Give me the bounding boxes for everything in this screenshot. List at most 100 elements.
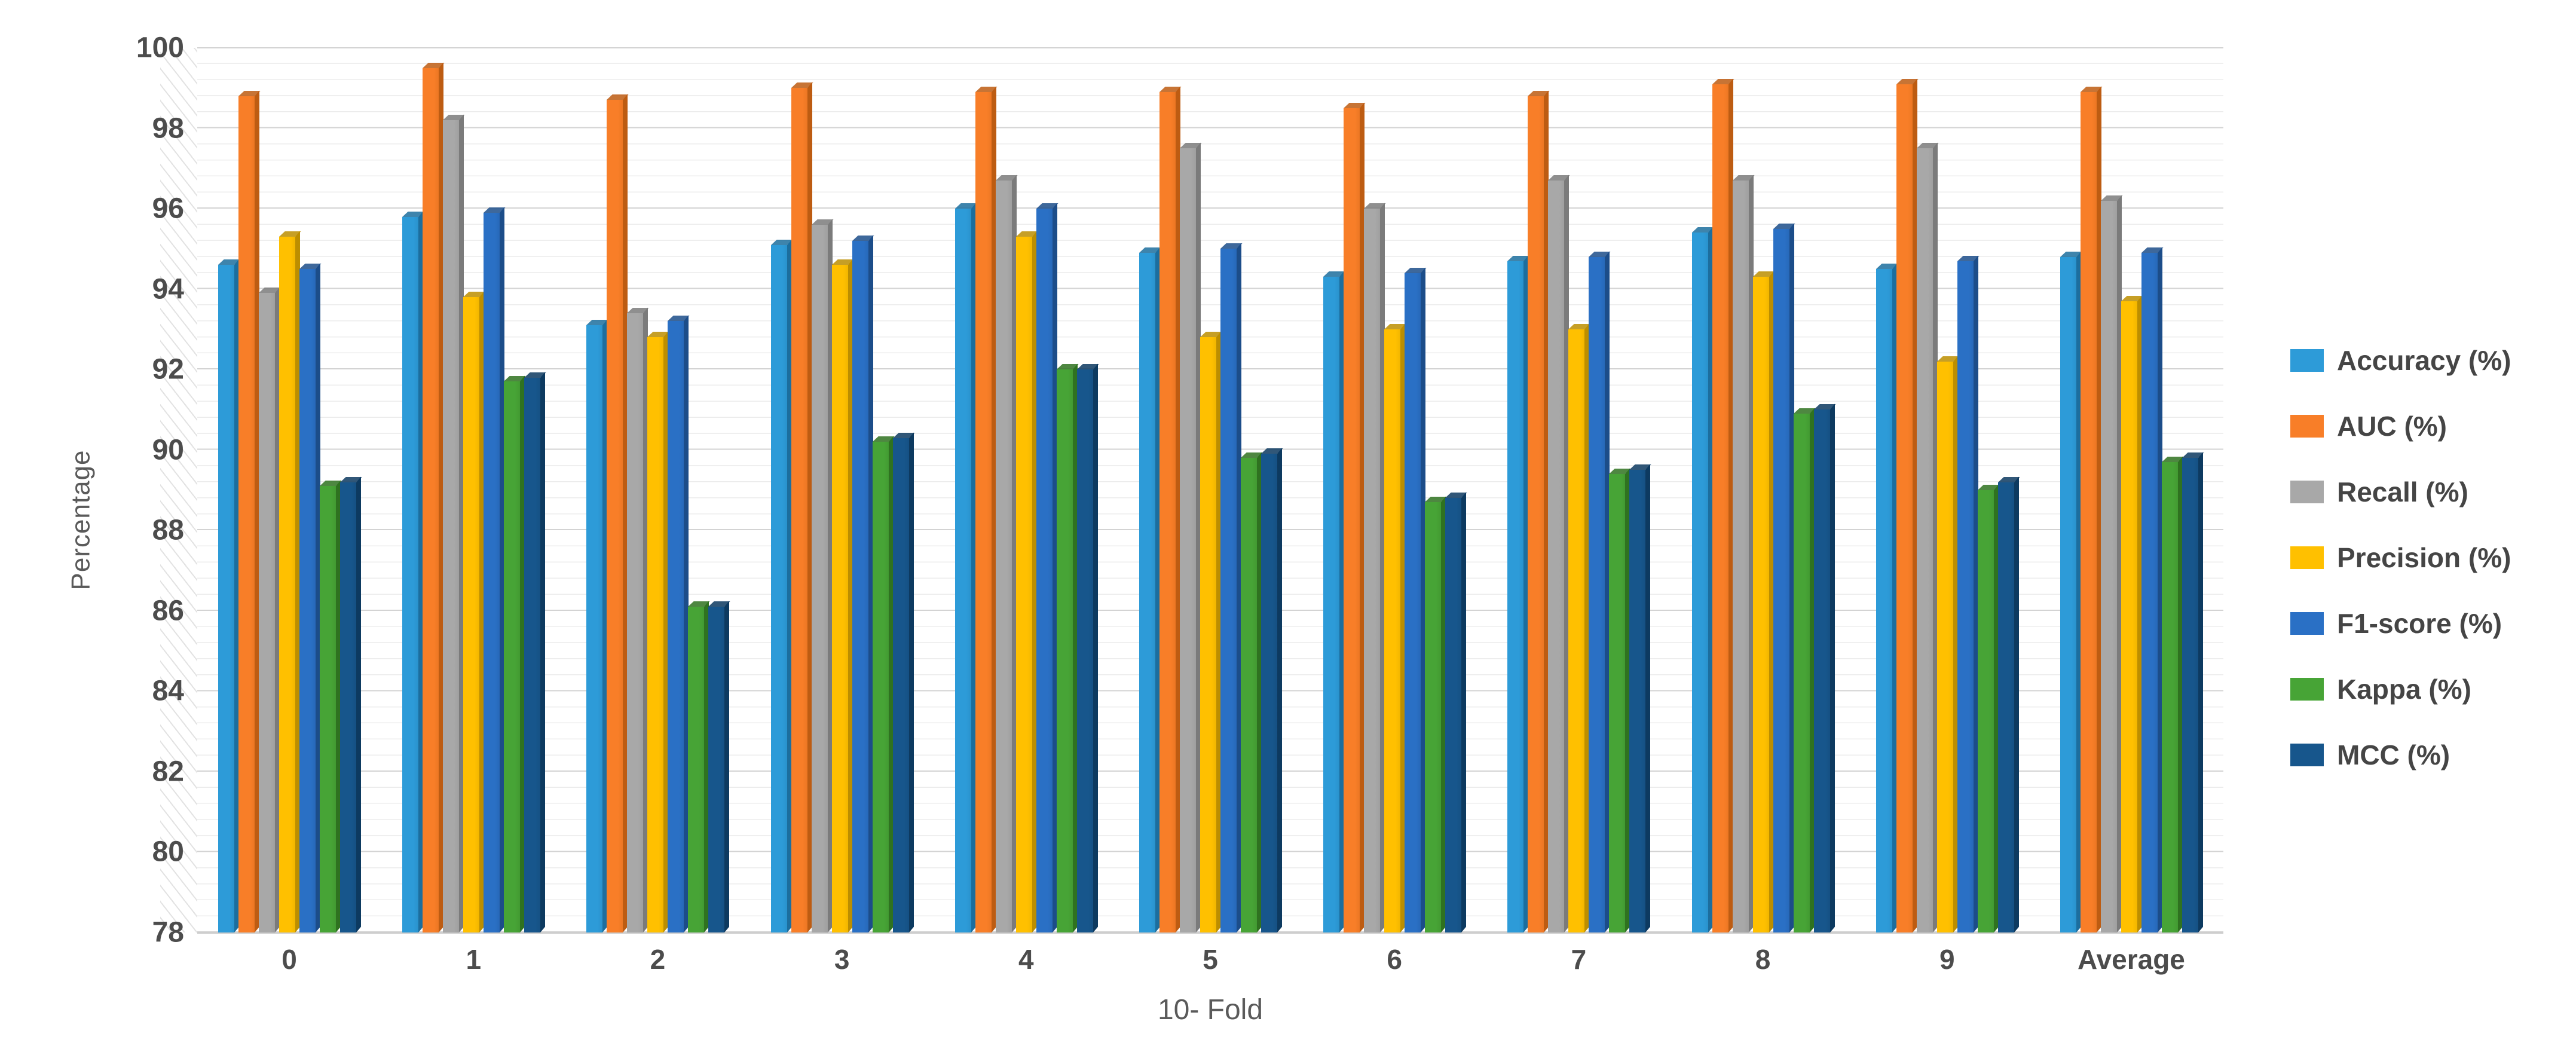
legend-label: F1-score (%) [2337, 608, 2502, 639]
legend-item: Kappa (%) [2290, 656, 2511, 722]
bar [463, 291, 485, 933]
legend-label: AUC (%) [2337, 411, 2447, 442]
legend-label: MCC (%) [2337, 739, 2450, 770]
bar [1793, 408, 1816, 932]
bar [1589, 251, 1611, 933]
bar [238, 90, 261, 933]
bar [259, 287, 281, 933]
bar [1997, 476, 2020, 932]
bar [1528, 90, 1550, 933]
bar [2161, 456, 2184, 932]
bar [1405, 267, 1427, 933]
bar [279, 231, 301, 933]
bar [1425, 496, 1447, 932]
bar [1629, 464, 1652, 932]
bar-group-5 [1118, 48, 1302, 933]
bar-group-8 [1671, 48, 1855, 933]
legend-item: Precision (%) [2290, 525, 2511, 591]
legend-item: F1-score (%) [2290, 591, 2511, 656]
bar [484, 207, 506, 933]
legend-item: MCC (%) [2290, 722, 2511, 788]
bar [402, 211, 424, 933]
bar-group-9 [1855, 48, 2039, 933]
bar [2100, 195, 2123, 933]
x-axis-baseline [197, 932, 2223, 934]
bar-groups [197, 48, 2223, 933]
y-tick-label: 78 [152, 916, 184, 949]
legend-swatch-icon [2290, 415, 2324, 438]
bar [770, 239, 793, 933]
legend-swatch-icon [2290, 744, 2324, 766]
bar [2141, 247, 2164, 933]
bar [1896, 78, 1919, 933]
x-tick-label: 3 [834, 944, 850, 975]
y-tick-label: 80 [152, 836, 184, 868]
bar [647, 331, 670, 932]
x-tick-label: 8 [1755, 944, 1771, 975]
axis-wall-hatch [160, 48, 197, 932]
bar-group-2 [565, 48, 749, 933]
bar [1241, 452, 1263, 932]
bar-group-1 [381, 48, 565, 933]
x-axis-ticks: 0 1 2 3 4 5 6 7 8 9 Average [197, 943, 2223, 976]
legend-swatch-icon [2290, 678, 2324, 701]
bar [1159, 86, 1182, 933]
bar-group-4 [934, 48, 1118, 933]
y-tick-label: 88 [152, 514, 184, 546]
y-tick-label: 90 [152, 434, 184, 466]
bar [1773, 223, 1795, 933]
y-tick-label: 86 [152, 595, 184, 627]
bar [954, 203, 977, 933]
bar [607, 94, 629, 933]
bar-group-6 [1302, 48, 1486, 933]
bar [627, 307, 650, 932]
bar [1813, 403, 1836, 932]
x-tick-label: 1 [466, 944, 482, 975]
bar [1752, 271, 1775, 933]
bar [1384, 323, 1406, 932]
bar [1323, 271, 1345, 933]
legend-label: Recall (%) [2337, 476, 2468, 507]
bar [320, 480, 342, 932]
bar [995, 175, 1018, 933]
y-tick-label: 82 [152, 756, 184, 788]
x-tick-label: 0 [282, 944, 297, 975]
bar [524, 372, 546, 932]
legend-swatch-icon [2290, 612, 2324, 635]
x-axis-title: 10- Fold [1157, 994, 1263, 1026]
bar [299, 263, 322, 933]
bar [1200, 331, 1222, 932]
bar [688, 601, 711, 932]
legend-item: Recall (%) [2290, 459, 2511, 525]
legend-item: AUC (%) [2290, 393, 2511, 459]
bar [1957, 255, 1980, 933]
legend-item: Accuracy (%) [2290, 328, 2511, 393]
legend-label: Accuracy (%) [2337, 345, 2511, 376]
bar [668, 315, 690, 932]
bar [831, 259, 854, 933]
bar [2182, 452, 2204, 932]
bar [1364, 203, 1386, 933]
y-tick-label: 96 [152, 192, 184, 225]
legend-swatch-icon [2290, 349, 2324, 372]
plot-area: 100 98 96 94 92 90 88 86 84 82 80 78 [136, 32, 2223, 949]
bar [1139, 247, 1161, 933]
bar [2121, 295, 2143, 933]
legend-swatch-icon [2290, 481, 2324, 503]
bar [443, 114, 465, 933]
bar [1691, 227, 1714, 933]
x-tick-label: 6 [1387, 944, 1403, 975]
bar [1036, 203, 1058, 933]
legend-label: Precision (%) [2337, 542, 2511, 573]
x-tick-label: Average [2078, 944, 2185, 975]
bar [975, 86, 998, 933]
bar [1056, 363, 1079, 932]
y-tick-label: 92 [152, 353, 184, 386]
bar [423, 62, 445, 933]
bar [791, 82, 813, 933]
bar [218, 259, 240, 933]
bar [892, 432, 915, 932]
legend: Accuracy (%) AUC (%) Recall (%) Precision (… [2290, 328, 2511, 788]
x-tick-label: 5 [1203, 944, 1218, 975]
